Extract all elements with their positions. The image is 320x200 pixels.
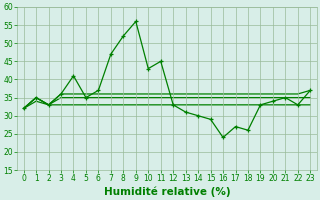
X-axis label: Humidité relative (%): Humidité relative (%) xyxy=(104,186,230,197)
